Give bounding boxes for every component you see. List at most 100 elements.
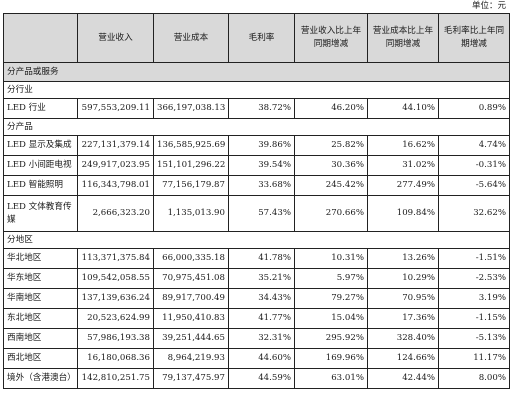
section-title: 分产品或服务 <box>3 62 510 82</box>
table-cell: 57,986,193.38 <box>77 328 154 349</box>
table-row: 东北地区 20,523,624.99 11,950,410.83 41.77% 15.0… <box>3 308 510 329</box>
table-cell: 35.21% <box>228 268 295 289</box>
row-label: LED 文体教育传媒 <box>3 195 78 232</box>
table-cell: 20,523,624.99 <box>77 308 154 329</box>
table-row: LED 文体教育传媒 2,666,323.20 1,135,013.90 57.43%… <box>3 195 510 232</box>
table-cell: 15.04% <box>294 308 368 329</box>
table-cell: 39.86% <box>228 135 295 156</box>
row-label: 西北地区 <box>3 348 78 369</box>
table-cell: 41.78% <box>228 248 295 269</box>
row-label: 华东地区 <box>3 268 78 289</box>
table-cell: 32.31% <box>228 328 295 349</box>
table-row: LED 小间距电视 249,917,023.95 151,101,296.22 39.… <box>3 155 510 176</box>
row-label: 东北地区 <box>3 308 78 329</box>
table-cell: 124.66% <box>367 348 439 369</box>
table-cell: 142,810,251.75 <box>77 368 154 389</box>
table-cell: 57.43% <box>228 195 295 232</box>
group-row: 分行业 <box>3 81 510 99</box>
group-title: 分行业 <box>3 81 510 99</box>
table-cell: 42.44% <box>367 368 439 389</box>
group-row: 分地区 <box>3 231 510 249</box>
table-cell: 89,917,700.49 <box>153 288 229 309</box>
table-cell: 597,553,209.11 <box>77 98 154 119</box>
group-title: 分地区 <box>3 231 510 249</box>
group-title: 分产品 <box>3 118 510 136</box>
table-cell: -5.64% <box>438 175 510 196</box>
table-cell: 8.00% <box>438 368 510 389</box>
table-cell: 2,666,323.20 <box>77 195 154 232</box>
row-label: 西南地区 <box>3 328 78 349</box>
header-cell: 毛利率比上年同期增减 <box>438 13 510 63</box>
table-row: 华南地区 137,139,636.24 89,917,700.49 34.43% 79.… <box>3 288 510 309</box>
table-cell: 25.82% <box>294 135 368 156</box>
table-row: 华东地区 109,542,058.55 70,975,451.08 35.21% 5.9… <box>3 268 510 289</box>
table-row: 西北地区 16,180,068.36 8,964,219.93 44.60% 169.9… <box>3 348 510 369</box>
table-cell: 295.92% <box>294 328 368 349</box>
table-cell: 109.84% <box>367 195 439 232</box>
table-cell: 11.17% <box>438 348 510 369</box>
table-cell: 31.02% <box>367 155 439 176</box>
header-row: 营业收入 营业成本 毛利率 营业收入比上年同期增减 营业成本比上年同期增减 毛利… <box>3 13 510 63</box>
table-cell: 277.49% <box>367 175 439 196</box>
table-body: 分产品或服务 分行业 LED 行业 597,553,209.11 366,197,03… <box>3 62 510 389</box>
table-cell: 4.74% <box>438 135 510 156</box>
table-cell: -5.13% <box>438 328 510 349</box>
table-cell: 366,197,038.13 <box>153 98 229 119</box>
table-cell: 63.01% <box>294 368 368 389</box>
table-cell: 41.77% <box>228 308 295 329</box>
header-cell <box>3 13 78 63</box>
unit-label: 单位：元 <box>471 1 506 11</box>
table-cell: 137,139,636.24 <box>77 288 154 309</box>
table-cell: 10.31% <box>294 248 368 269</box>
table-cell: 39.54% <box>228 155 295 176</box>
table-cell: 70,975,451.08 <box>153 268 229 289</box>
group-row: 分产品 <box>3 118 510 136</box>
table-cell: 44.10% <box>367 98 439 119</box>
row-label: 境外（含港澳台） <box>3 368 78 389</box>
table-cell: 17.36% <box>367 308 439 329</box>
row-label: LED 显示及集成 <box>3 135 78 156</box>
table-row: LED 行业 597,553,209.11 366,197,038.13 38.72%… <box>3 98 510 119</box>
table-row: LED 显示及集成 227,131,379.14 136,585,925.69 39.… <box>3 135 510 156</box>
table-row: 西南地区 57,986,193.38 39,251,444.65 32.31% 295.… <box>3 328 510 349</box>
table-row: LED 智能照明 116,343,798.01 77,156,179.87 33.68… <box>3 175 510 196</box>
table-cell: 46.20% <box>294 98 368 119</box>
table-cell: 249,917,023.95 <box>77 155 154 176</box>
section-row: 分产品或服务 <box>3 62 510 82</box>
header-cell: 营业成本 <box>153 13 229 63</box>
table-cell: -2.53% <box>438 268 510 289</box>
row-label: 华南地区 <box>3 288 78 309</box>
header-cell: 营业收入比上年同期增减 <box>294 13 368 63</box>
table-cell: 245.42% <box>294 175 368 196</box>
table-row: 境外（含港澳台） 142,810,251.75 79,137,475.97 44.59… <box>3 368 510 389</box>
header-cell: 营业成本比上年同期增减 <box>367 13 439 63</box>
table-row: 华北地区 113,371,375.84 66,000,335.18 41.78% 10.… <box>3 248 510 269</box>
table-cell: 151,101,296.22 <box>153 155 229 176</box>
table-cell: 38.72% <box>228 98 295 119</box>
table-cell: 44.59% <box>228 368 295 389</box>
table-cell: 10.29% <box>367 268 439 289</box>
table-cell: 16,180,068.36 <box>77 348 154 369</box>
table-cell: 44.60% <box>228 348 295 369</box>
table-cell: 169.96% <box>294 348 368 369</box>
table-cell: 136,585,925.69 <box>153 135 229 156</box>
header-cell: 营业收入 <box>77 13 154 63</box>
table-cell: 0.89% <box>438 98 510 119</box>
header-cell: 毛利率 <box>228 13 295 63</box>
table-cell: 70.95% <box>367 288 439 309</box>
table-cell: 116,343,798.01 <box>77 175 154 196</box>
table-cell: 3.19% <box>438 288 510 309</box>
table-cell: 16.62% <box>367 135 439 156</box>
revenue-table: 营业收入 营业成本 毛利率 营业收入比上年同期增减 营业成本比上年同期增减 毛利… <box>3 13 510 389</box>
table-cell: 32.62% <box>438 195 510 232</box>
table-cell: 113,371,375.84 <box>77 248 154 269</box>
table-cell: -0.31% <box>438 155 510 176</box>
table-cell: 8,964,219.93 <box>153 348 229 369</box>
row-label: LED 智能照明 <box>3 175 78 196</box>
table-cell: 328.40% <box>367 328 439 349</box>
table-cell: -1.15% <box>438 308 510 329</box>
table-cell: 33.68% <box>228 175 295 196</box>
row-label: 华北地区 <box>3 248 78 269</box>
table-cell: 39,251,444.65 <box>153 328 229 349</box>
